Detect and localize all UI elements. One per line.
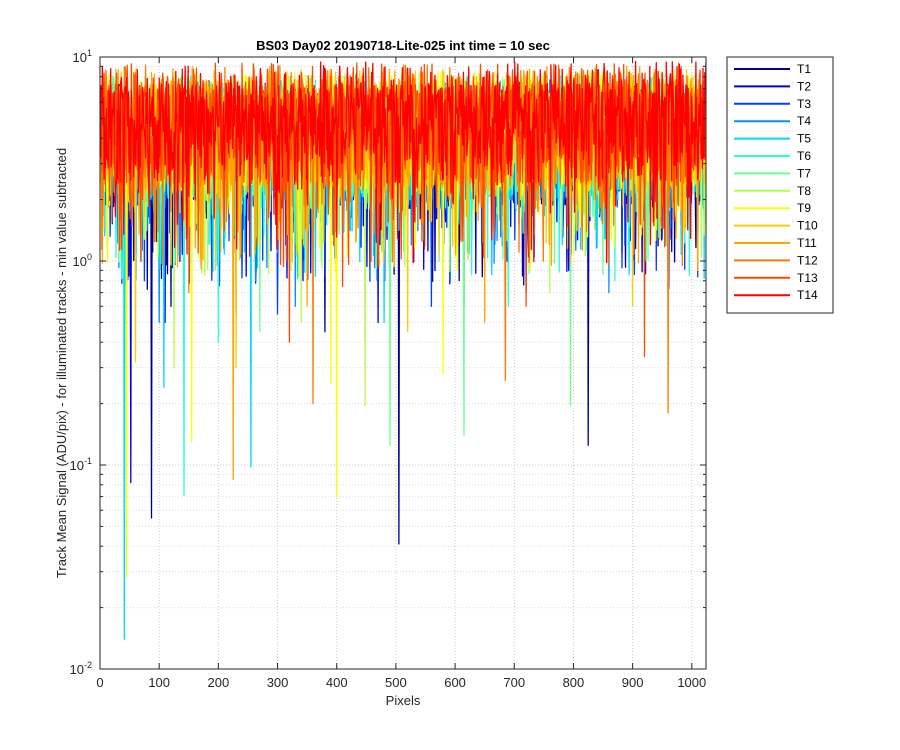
legend-label-t10: T10 (797, 219, 818, 233)
x-tick-label: 300 (267, 675, 289, 690)
legend-label-t2: T2 (797, 79, 811, 93)
y-tick-label: 10-2 (70, 660, 92, 677)
y-tick-label: 10-1 (70, 456, 92, 473)
x-axis-label: Pixels (386, 693, 421, 708)
legend-label-t7: T7 (797, 166, 811, 180)
x-tick-label: 0 (96, 675, 103, 690)
y-axis-label: Track Mean Signal (ADU/pix) - for illumi… (54, 148, 69, 578)
series-line-t14 (100, 60, 706, 264)
legend-box (726, 56, 834, 314)
x-tick-label: 200 (208, 675, 230, 690)
chart-title: BS03 Day02 20190718-Lite-025 int time = … (256, 38, 550, 53)
legend-label-t13: T13 (797, 271, 818, 285)
legend-label-t12: T12 (797, 253, 818, 267)
legend-label-t1: T1 (797, 62, 811, 76)
legend: T1 T2 T3 T4 T5 T6 T7 T8 T9 T10 T11 T12 T13 T14 (726, 56, 834, 314)
legend-label-t14: T14 (797, 288, 818, 302)
x-tick-label: 500 (385, 675, 407, 690)
legend-label-t5: T5 (797, 132, 811, 146)
legend-label-t9: T9 (797, 201, 811, 215)
x-tick-label: 800 (563, 675, 585, 690)
axis-ticks: 0 100 200 300 400 500 600 700 800 900 1000 10-2 10-1… (70, 48, 707, 690)
legend-label-t3: T3 (797, 97, 811, 111)
legend-label-t8: T8 (797, 184, 811, 198)
legend-label-t6: T6 (797, 149, 811, 163)
x-tick-label: 400 (326, 675, 348, 690)
series-lines (100, 60, 706, 640)
x-tick-label: 900 (622, 675, 644, 690)
legend-label-t4: T4 (797, 114, 811, 128)
plot-clip (100, 60, 706, 640)
x-tick-label: 100 (148, 675, 170, 690)
plot-border (99, 56, 707, 670)
y-tick-label: 100 (73, 252, 92, 269)
legend-label-t11: T11 (797, 236, 817, 250)
x-tick-label: 1000 (677, 675, 706, 690)
legend-items: T1 T2 T3 T4 T5 T6 T7 T8 T9 T10 T11 T12 T13 T14 (734, 62, 818, 302)
x-tick-label: 600 (444, 675, 466, 690)
y-tick-label: 101 (73, 48, 92, 65)
x-tick-label: 700 (503, 675, 525, 690)
